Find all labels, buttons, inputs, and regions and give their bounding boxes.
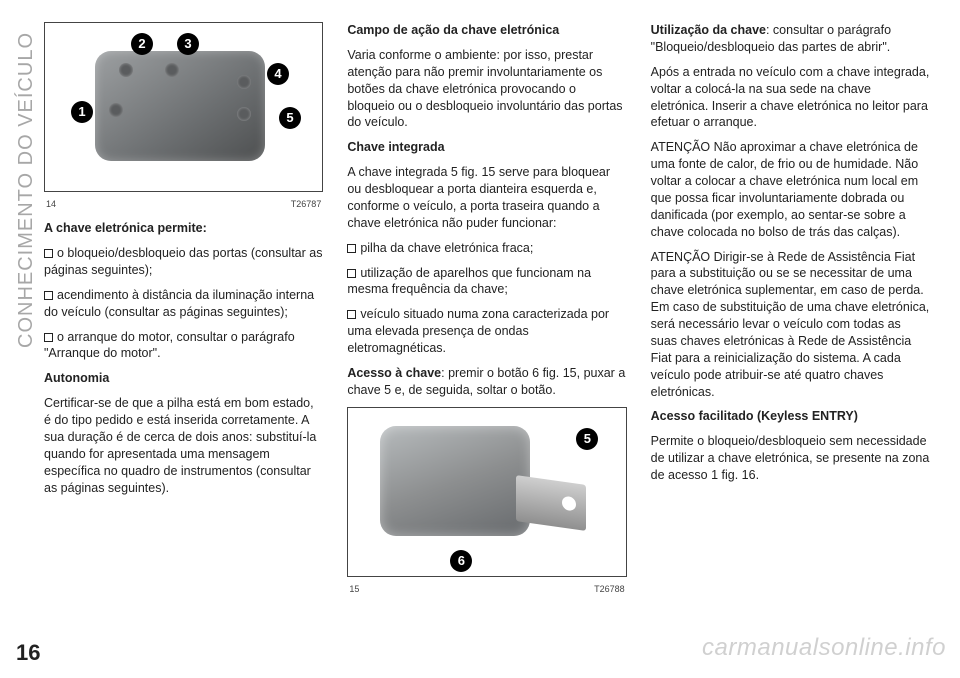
body-text: ATENÇÃO Dirigir-se à Rede de Assistência… — [651, 249, 930, 401]
figure-number: 14 — [46, 198, 56, 210]
bullet-icon — [347, 269, 356, 278]
section-tab: CONHECIMENTO DO VEÍCULO — [8, 22, 44, 658]
heading: Acesso facilitado (Keyless ENTRY) — [651, 408, 930, 425]
body-text: Varia conforme o ambiente: por isso, pre… — [347, 47, 626, 131]
callout-badge: 5 — [279, 107, 301, 129]
key-blade-illustration — [516, 475, 586, 531]
content-columns: 1 2 3 4 5 14 T26787 A chave eletrónica p… — [44, 22, 930, 658]
body-text: Permite o bloqueio/desbloqueio sem neces… — [651, 433, 930, 484]
bullet-item: pilha da chave eletrónica fraca; — [347, 240, 626, 257]
bullet-icon — [347, 244, 356, 253]
figure-15-caption: 15 T26788 — [347, 583, 626, 595]
body-text: Após a entrada no veículo com a chave in… — [651, 64, 930, 132]
figure-number: 15 — [349, 583, 359, 595]
section-tab-label: CONHECIMENTO DO VEÍCULO — [15, 32, 38, 348]
figure-15: 5 6 — [347, 407, 626, 577]
callout-badge: 4 — [267, 63, 289, 85]
bullet-icon — [44, 249, 53, 258]
page-number: 16 — [16, 640, 40, 666]
body-text: Utilização da chave: consultar o parágra… — [651, 22, 930, 56]
figure-14-caption: 14 T26787 — [44, 198, 323, 210]
column-1: 1 2 3 4 5 14 T26787 A chave eletrónica p… — [44, 22, 323, 658]
bullet-item: veículo situado numa zona caracterizada … — [347, 306, 626, 357]
bullet-item: acendimento à distância da iluminação in… — [44, 287, 323, 321]
page: CONHECIMENTO DO VEÍCULO 1 2 3 4 — [0, 0, 960, 678]
heading: Campo de ação da chave eletrónica — [347, 22, 626, 39]
bullet-item: o arranque do motor, consultar o parágra… — [44, 329, 323, 363]
bullet-icon — [44, 333, 53, 342]
bullet-icon — [44, 291, 53, 300]
column-2: Campo de ação da chave eletrónica Varia … — [347, 22, 626, 658]
body-text: ATENÇÃO Não aproximar a chave eletrónica… — [651, 139, 930, 240]
callout-badge: 6 — [450, 550, 472, 572]
column-3: Utilização da chave: consultar o parágra… — [651, 22, 930, 658]
heading: A chave eletrónica permite: — [44, 220, 323, 237]
figure-14: 1 2 3 4 5 — [44, 22, 323, 192]
callout-badge: 1 — [71, 101, 93, 123]
bullet-item: o bloqueio/desbloqueio das portas (consu… — [44, 245, 323, 279]
callout-badge: 2 — [131, 33, 153, 55]
key-card-illustration — [380, 426, 530, 536]
bullet-icon — [347, 310, 356, 319]
key-fob-illustration — [95, 51, 265, 161]
callout-badge: 3 — [177, 33, 199, 55]
heading: Autonomia — [44, 370, 323, 387]
heading: Chave integrada — [347, 139, 626, 156]
bullet-item: utilização de aparelhos que funcionam na… — [347, 265, 626, 299]
figure-code: T26787 — [291, 198, 322, 210]
body-text: Acesso à chave: premir o botão 6 fig. 15… — [347, 365, 626, 399]
callout-badge: 5 — [576, 428, 598, 450]
body-text: A chave integrada 5 fig. 15 serve para b… — [347, 164, 626, 232]
figure-code: T26788 — [594, 583, 625, 595]
body-text: Certificar-se de que a pilha está em bom… — [44, 395, 323, 496]
